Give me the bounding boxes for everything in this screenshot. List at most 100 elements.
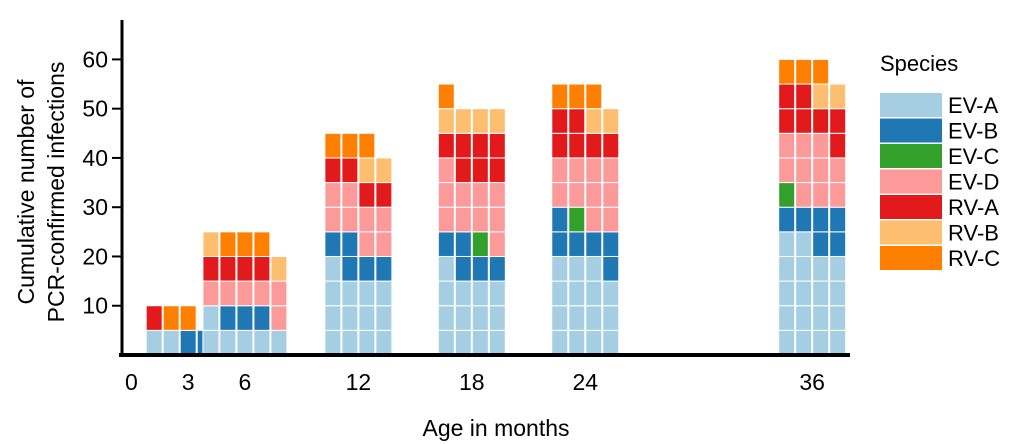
- bar-segment-ev-a: [375, 329, 393, 356]
- bar-segment-ev-b: [179, 329, 197, 356]
- bar-segment-ev-d: [585, 206, 603, 233]
- bar-segment-ev-a: [795, 305, 813, 331]
- legend-swatch-ev-b: [880, 118, 942, 143]
- bar-segment-ev-b: [454, 231, 472, 257]
- bar-segment-rv-a: [236, 255, 254, 282]
- legend-label-rv-c: RV-C: [948, 246, 1000, 271]
- bar-segment-rv-b: [454, 108, 472, 134]
- bar-segment-ev-b: [551, 231, 569, 257]
- bar-segment-rv-a: [375, 182, 393, 208]
- bar-segment-ev-d: [568, 157, 586, 184]
- bar-segment-rv-a: [437, 132, 455, 159]
- bar-segment-rv-a: [812, 108, 830, 134]
- bar-segment-ev-d: [488, 206, 506, 233]
- bar-segment-rv-c: [585, 83, 603, 110]
- legend-swatch-rv-c: [880, 246, 942, 270]
- bar-segment-rv-a: [778, 83, 796, 110]
- bar-segment-ev-a: [829, 329, 847, 356]
- bar-segment-ev-a: [568, 255, 586, 282]
- bar-segment-ev-b: [324, 231, 342, 257]
- bar-segment-rv-a: [358, 182, 376, 208]
- bar-segment-ev-d: [454, 182, 472, 208]
- y-axis-title-line-1: Cumulative number of: [13, 79, 39, 305]
- bar-segment-rv-c: [324, 132, 342, 159]
- bar-segment-ev-b: [812, 206, 830, 233]
- bar-segment-ev-a: [778, 329, 796, 356]
- bar-segment-rv-a: [324, 157, 342, 184]
- bar-segment-ev-a: [795, 231, 813, 257]
- bar-segment-rv-c: [551, 83, 569, 110]
- bar-segment-ev-d: [324, 206, 342, 233]
- bar-segment-ev-a: [375, 280, 393, 307]
- bar-segment-rv-a: [454, 157, 472, 184]
- bar-segment-ev-a: [162, 329, 180, 356]
- bar-segment-rv-a: [253, 255, 271, 282]
- bar-segment-rv-a: [551, 132, 569, 159]
- bar-segment-ev-a: [437, 280, 455, 307]
- bar-segment-ev-b: [585, 231, 603, 257]
- bar-segment-ev-d: [829, 157, 847, 184]
- bar-segment-ev-d: [795, 132, 813, 159]
- bar-segment-rv-a: [795, 108, 813, 134]
- y-axis-title-line-2: PCR-confirmed infections: [43, 62, 69, 323]
- bar-segment-ev-d: [202, 280, 220, 307]
- legend-swatch-ev-d: [880, 169, 942, 194]
- bar-segment-rv-a: [471, 132, 489, 159]
- bar-segment-rv-a: [602, 132, 620, 159]
- bar-segment-rv-c: [162, 305, 180, 331]
- bar-segment-ev-a: [236, 329, 254, 356]
- bar-segment-rv-a: [568, 108, 586, 134]
- bar-segment-ev-a: [219, 329, 237, 356]
- bar-segment-ev-b: [358, 255, 376, 282]
- bar-segment-ev-a: [437, 305, 455, 331]
- bar-segment-rv-a: [471, 157, 489, 184]
- legend-label-ev-a: EV-A: [948, 93, 998, 118]
- bar-segment-rv-b: [602, 108, 620, 134]
- legend-swatch-ev-c: [880, 144, 942, 168]
- bar-segment-rv-b: [358, 157, 376, 184]
- bar-segment-ev-b: [551, 206, 569, 233]
- bar-segment-ev-b: [454, 255, 472, 282]
- bar-segment-ev-a: [778, 305, 796, 331]
- y-tick-label: 10: [82, 293, 108, 319]
- bar-segment-ev-a: [585, 305, 603, 331]
- bar-segment-rv-a: [829, 132, 847, 159]
- bar-segment-ev-a: [358, 329, 376, 356]
- bar-segment-ev-d: [324, 182, 342, 208]
- bar-segment-ev-c: [778, 182, 796, 208]
- bar-segment-ev-c: [568, 206, 586, 233]
- bar-segment-ev-d: [551, 157, 569, 184]
- legend-title: Species: [880, 51, 958, 76]
- bar-segment-ev-b: [375, 255, 393, 282]
- bar-segment-ev-a: [602, 329, 620, 356]
- bar-segment-ev-a: [358, 280, 376, 307]
- bar-segment-ev-a: [568, 305, 586, 331]
- bar-segment-ev-d: [471, 206, 489, 233]
- bar-segment-rv-a: [488, 132, 506, 159]
- bar-segment-ev-d: [778, 132, 796, 159]
- bar-segment-ev-a: [437, 255, 455, 282]
- bar-segment-ev-c: [471, 231, 489, 257]
- y-axis-title: Cumulative number of PCR-confirmed infec…: [13, 62, 69, 323]
- bar-segment-rv-c: [437, 83, 455, 110]
- bar-segment-ev-d: [471, 182, 489, 208]
- bar-segment-rv-c: [778, 58, 796, 85]
- legend: Species EV-AEV-BEV-CEV-DRV-ARV-BRV-C: [880, 51, 1000, 271]
- bar-segment-rv-b: [202, 231, 220, 257]
- bar-segment-ev-a: [341, 305, 359, 331]
- bar-segment-ev-a: [812, 329, 830, 356]
- bar-segment-rv-c: [236, 231, 254, 257]
- legend-label-ev-b: EV-B: [948, 119, 998, 144]
- bar-segment-ev-a: [454, 280, 472, 307]
- bar-segment-ev-a: [341, 280, 359, 307]
- x-tick-label: 12: [346, 369, 372, 395]
- bar-segment-ev-b: [795, 206, 813, 233]
- bar-segment-ev-a: [829, 305, 847, 331]
- bar-segment-ev-a: [437, 329, 455, 356]
- x-tick-label: 6: [239, 369, 252, 395]
- x-tick-label: 24: [572, 369, 598, 395]
- bar-segment-rv-a: [568, 132, 586, 159]
- bar-segment-rv-a: [202, 255, 220, 282]
- bar-segment-rv-b: [812, 83, 830, 110]
- bar-segment-ev-b: [829, 206, 847, 233]
